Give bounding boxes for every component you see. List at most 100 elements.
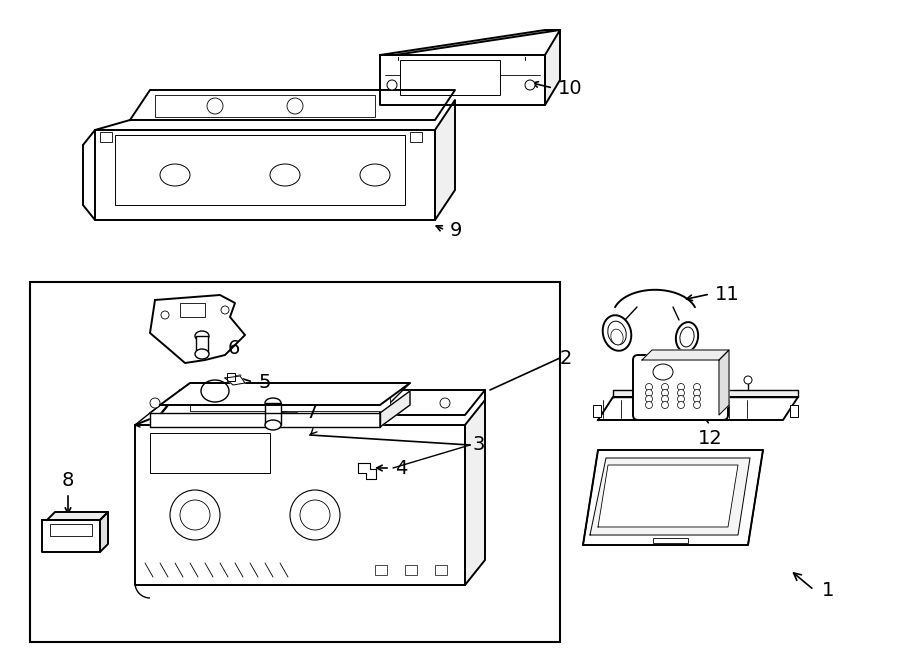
Polygon shape (358, 463, 376, 479)
Bar (790, 405, 798, 417)
Bar (227, 373, 235, 381)
Circle shape (694, 376, 702, 384)
Circle shape (290, 490, 340, 540)
Bar (653, 538, 688, 543)
Circle shape (170, 490, 220, 540)
Ellipse shape (360, 164, 390, 186)
Bar (405, 565, 417, 575)
Circle shape (678, 401, 685, 408)
Polygon shape (380, 391, 410, 427)
Circle shape (180, 500, 210, 530)
Circle shape (744, 376, 752, 384)
Polygon shape (642, 350, 729, 360)
Circle shape (525, 80, 535, 90)
Circle shape (645, 401, 652, 408)
Bar (375, 565, 387, 575)
Circle shape (678, 383, 685, 391)
Bar (100, 132, 112, 142)
Text: 1: 1 (822, 580, 834, 600)
Polygon shape (225, 376, 245, 385)
Bar (196, 336, 208, 354)
Circle shape (645, 383, 652, 391)
Polygon shape (150, 295, 245, 363)
Text: 11: 11 (715, 284, 740, 303)
Polygon shape (135, 425, 465, 585)
Ellipse shape (195, 349, 209, 359)
Bar (190, 395, 390, 411)
Text: 5: 5 (258, 373, 271, 391)
Text: 9: 9 (450, 221, 463, 239)
Bar (50, 524, 92, 536)
Ellipse shape (201, 380, 229, 402)
Ellipse shape (680, 327, 694, 347)
Polygon shape (590, 458, 750, 535)
Bar (435, 565, 447, 575)
Circle shape (678, 389, 685, 397)
Polygon shape (380, 55, 545, 105)
Text: 2: 2 (560, 348, 572, 368)
Circle shape (221, 306, 229, 314)
Polygon shape (719, 350, 729, 415)
Circle shape (662, 383, 669, 391)
Circle shape (694, 395, 700, 403)
Circle shape (440, 398, 450, 408)
Polygon shape (598, 397, 798, 420)
Bar (150, 433, 270, 473)
Polygon shape (613, 390, 798, 397)
Bar (410, 132, 422, 142)
Text: 4: 4 (395, 459, 408, 477)
Polygon shape (42, 520, 100, 552)
Ellipse shape (195, 331, 209, 341)
Ellipse shape (603, 315, 631, 351)
Polygon shape (435, 100, 455, 220)
Circle shape (678, 395, 685, 403)
Polygon shape (598, 465, 738, 527)
Polygon shape (95, 130, 435, 220)
Circle shape (207, 98, 223, 114)
Circle shape (694, 383, 700, 391)
Circle shape (300, 500, 330, 530)
Circle shape (694, 389, 700, 397)
Circle shape (161, 311, 169, 319)
Text: 6: 6 (228, 338, 240, 358)
Polygon shape (47, 512, 108, 520)
Polygon shape (160, 390, 485, 415)
Text: 3: 3 (472, 436, 484, 455)
Bar (30, 282, 560, 642)
Ellipse shape (608, 321, 626, 345)
Circle shape (662, 401, 669, 408)
Text: 12: 12 (698, 428, 723, 447)
Ellipse shape (676, 322, 698, 352)
Bar (155, 95, 375, 117)
Text: 8: 8 (62, 471, 74, 490)
Circle shape (694, 401, 700, 408)
Bar (593, 405, 601, 417)
Ellipse shape (270, 164, 300, 186)
Circle shape (662, 395, 669, 403)
Bar (400, 60, 500, 95)
Bar (265, 403, 281, 425)
Polygon shape (130, 90, 455, 120)
Polygon shape (100, 512, 108, 552)
Polygon shape (150, 413, 380, 427)
Ellipse shape (265, 420, 281, 430)
Text: 7: 7 (305, 403, 318, 422)
Circle shape (644, 376, 652, 384)
Circle shape (662, 389, 669, 397)
Ellipse shape (653, 364, 673, 380)
Circle shape (150, 398, 160, 408)
Bar (180, 303, 205, 317)
Polygon shape (380, 30, 560, 55)
Circle shape (287, 98, 303, 114)
Bar (115, 135, 405, 205)
FancyBboxPatch shape (633, 355, 728, 420)
Circle shape (645, 389, 652, 397)
Text: 10: 10 (558, 79, 582, 98)
Circle shape (387, 80, 397, 90)
Ellipse shape (611, 329, 623, 345)
Polygon shape (160, 383, 410, 405)
Circle shape (645, 395, 652, 403)
Polygon shape (583, 450, 763, 545)
Polygon shape (465, 400, 485, 585)
Ellipse shape (265, 398, 281, 408)
